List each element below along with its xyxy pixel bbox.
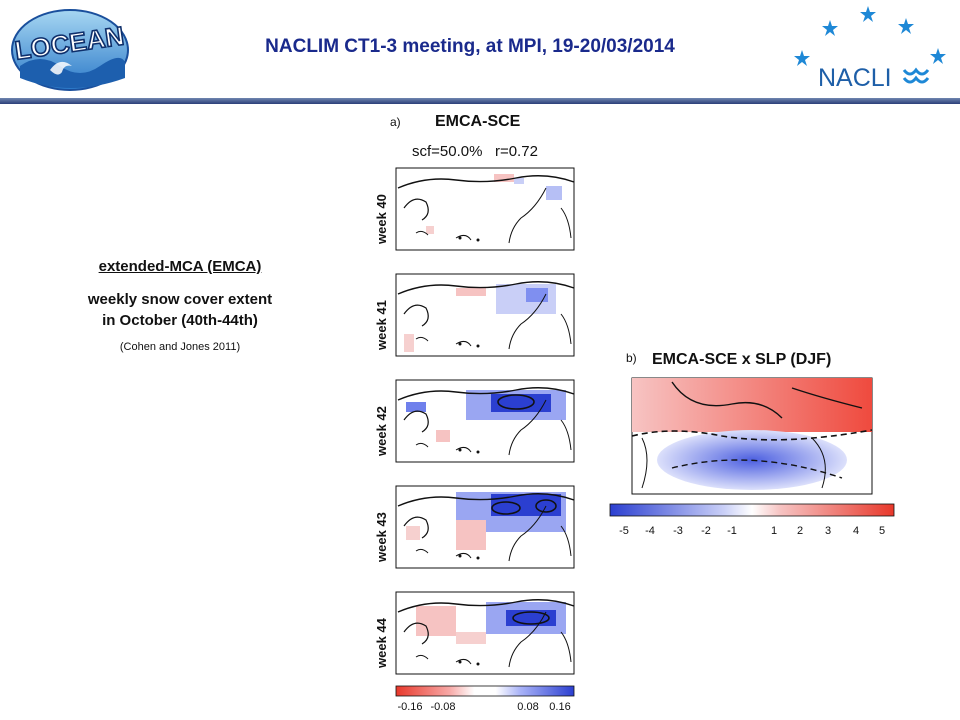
panel-a-title: EMCA-SCE bbox=[435, 113, 521, 130]
logo-right-text: NACLI bbox=[818, 64, 892, 92]
colorbar-b-tick: -4 bbox=[645, 525, 655, 537]
colorbar-b-tick: 2 bbox=[797, 525, 803, 537]
slp-map bbox=[631, 377, 873, 495]
colorbar-b-tick: 5 bbox=[879, 525, 885, 537]
week-label: week 41 bbox=[374, 300, 389, 351]
colorbar-b-tick: -3 bbox=[673, 525, 683, 537]
map-week-40 bbox=[395, 167, 575, 251]
map-week-42 bbox=[395, 379, 575, 463]
method-title: extended-MCA (EMCA) bbox=[98, 258, 262, 275]
colorbar-b-tick: -1 bbox=[727, 525, 737, 537]
week-label: week 43 bbox=[374, 512, 389, 563]
subtitle-line-1: weekly snow cover extent bbox=[87, 291, 273, 308]
panel-a-figure: a) EMCA-SCE scf=50.0% r=0.72 week 40 wee… bbox=[374, 113, 575, 713]
panel-b-label: b) bbox=[626, 351, 637, 365]
panel-a-stats: scf=50.0% r=0.72 bbox=[412, 143, 538, 160]
map-week-44 bbox=[395, 591, 575, 675]
week-label: week 40 bbox=[374, 194, 389, 245]
colorbar-b-tick: -5 bbox=[619, 525, 629, 537]
panel-a-label: a) bbox=[390, 115, 401, 129]
page-title: NACLIM CT1-3 meeting, at MPI, 19-20/03/2… bbox=[265, 36, 675, 57]
colorbar-b-tick: 3 bbox=[825, 525, 831, 537]
panel-b-figure: b) EMCA-SCE x SLP (DJF) -5 -4 -3 -2 -1 1… bbox=[609, 351, 895, 537]
citation: (Cohen and Jones 2011) bbox=[119, 341, 241, 353]
map-week-43 bbox=[395, 485, 575, 569]
method-subtitle: weekly snow cover extent in October (40t… bbox=[40, 289, 320, 331]
colorbar-a bbox=[395, 685, 575, 697]
star-icon bbox=[794, 6, 946, 66]
colorbar-b-tick: 1 bbox=[771, 525, 777, 537]
colorbar-a-tick: 0.16 bbox=[549, 701, 570, 713]
colorbar-a-tick: -0.08 bbox=[430, 701, 455, 713]
subtitle-line-2: in October (40th-44th) bbox=[102, 312, 258, 329]
panel-b-title: EMCA-SCE x SLP (DJF) bbox=[652, 351, 831, 368]
map-week-41 bbox=[395, 273, 575, 357]
week-label: week 42 bbox=[374, 406, 389, 457]
naclim-logo: NACLI bbox=[794, 6, 946, 92]
colorbar-b-tick: 4 bbox=[853, 525, 859, 537]
header-divider bbox=[0, 98, 960, 104]
wave-icon bbox=[902, 67, 930, 84]
description-block: extended-MCA (EMCA) weekly snow cover ex… bbox=[40, 258, 320, 353]
colorbar-a-tick: -0.16 bbox=[397, 701, 422, 713]
colorbar-b bbox=[609, 503, 895, 517]
week-label: week 44 bbox=[374, 617, 389, 669]
colorbar-b-tick: -2 bbox=[701, 525, 711, 537]
colorbar-a-tick: 0.08 bbox=[517, 701, 538, 713]
locean-logo: LOCEAN bbox=[11, 9, 129, 91]
